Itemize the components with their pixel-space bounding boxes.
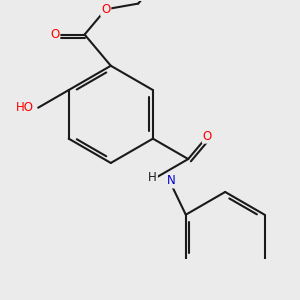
- Text: N: N: [167, 175, 175, 188]
- Text: HO: HO: [16, 101, 34, 114]
- Text: O: O: [203, 130, 212, 143]
- Text: O: O: [50, 28, 59, 41]
- Text: O: O: [101, 3, 110, 16]
- Text: H: H: [148, 171, 157, 184]
